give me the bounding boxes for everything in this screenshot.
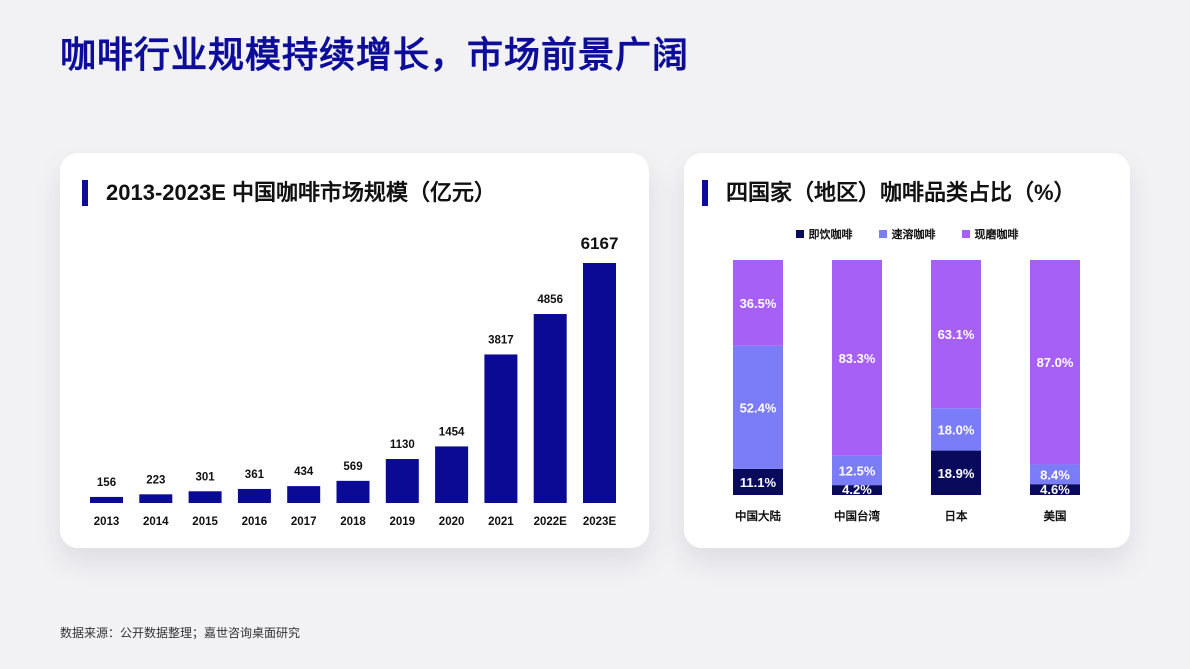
- segment-label-soluble-1: 52.4%: [740, 400, 777, 415]
- legend-swatch-fresh: [961, 230, 970, 238]
- x-tick-2014: 2014: [143, 516, 169, 528]
- bar-2014: [139, 494, 173, 503]
- x-tick-2022E: 2022E: [534, 516, 568, 528]
- segment-label-instant-4: 4.6%: [1040, 482, 1070, 497]
- bar-2017: [287, 486, 321, 503]
- segment-instant-4: [1030, 484, 1080, 495]
- segment-soluble-4: [1030, 464, 1080, 485]
- x-tick-2018: 2018: [340, 516, 366, 528]
- bar-2023E: [583, 263, 616, 503]
- x-tick-region-2: 中国台湾: [834, 509, 880, 523]
- value-label-2021: 3817: [488, 334, 514, 346]
- x-tick-region-4: 美国: [1044, 509, 1067, 523]
- legend-item-soluble: 速溶咖啡: [878, 226, 936, 242]
- segment-label-soluble-2: 12.5%: [839, 463, 876, 478]
- legend-label-instant: 即饮咖啡: [808, 229, 853, 241]
- x-tick-2013: 2013: [94, 516, 120, 528]
- market-size-chart-title: 2013-2023E 中国咖啡市场规模（亿元）: [82, 180, 496, 206]
- market-size-card: 2013-2023E 中国咖啡市场规模（亿元） 156 2013 223 2014 30…: [60, 153, 649, 548]
- bar-2019: [385, 459, 419, 503]
- value-label-2023E: 6167: [581, 234, 619, 253]
- value-label-2020: 1454: [439, 426, 465, 438]
- x-tick-2019: 2019: [390, 516, 416, 528]
- segment-label-instant-3: 18.9%: [938, 466, 975, 481]
- data-source-note: 数据来源：公开数据整理；嘉世咨询桌面研究: [60, 626, 301, 640]
- legend-item-fresh: 现磨咖啡: [961, 226, 1019, 242]
- bar-2016: [237, 488, 271, 503]
- value-label-2015: 301: [196, 471, 216, 483]
- bar-2013: [90, 496, 123, 503]
- segment-fresh-4: [1030, 260, 1080, 465]
- value-label-2017: 434: [294, 466, 314, 478]
- value-label-2022E: 4856: [537, 294, 563, 306]
- category-share-card: 四国家（地区）咖啡品类占比（%） 即饮咖啡 速溶咖啡 现磨咖啡 11.1% 52.…: [684, 153, 1130, 548]
- segment-label-fresh-4: 87.0%: [1037, 355, 1074, 370]
- segment-soluble-3: [931, 408, 981, 451]
- market-size-bar-chart: 156 2013 223 2014 301 2015 361 2016 434 2017 569 20…: [90, 234, 619, 528]
- legend-label-fresh: 现磨咖啡: [974, 229, 1019, 241]
- bar-2021: [484, 354, 518, 503]
- x-tick-2023E: 2023E: [583, 516, 617, 528]
- bar-2015: [188, 491, 222, 503]
- page-title: 咖啡行业规模持续增长，市场前景广阔: [60, 34, 690, 75]
- segment-instant-2: [832, 485, 882, 495]
- segment-soluble-1: [733, 345, 783, 469]
- bar-2020: [435, 446, 469, 503]
- segment-label-instant-2: 4.2%: [842, 482, 872, 497]
- x-tick-2020: 2020: [439, 516, 465, 528]
- segment-label-soluble-4: 8.4%: [1040, 467, 1070, 482]
- value-label-2018: 569: [343, 461, 362, 473]
- legend-label-soluble: 速溶咖啡: [891, 229, 936, 241]
- value-label-2019: 1130: [390, 439, 415, 451]
- bar-2018: [336, 480, 370, 503]
- x-tick-2016: 2016: [242, 516, 268, 528]
- x-tick-region-3: 日本: [945, 509, 968, 523]
- value-label-2013: 156: [97, 477, 116, 489]
- x-tick-region-1: 中国大陆: [735, 509, 781, 523]
- category-legend: 即饮咖啡 速溶咖啡 现磨咖啡: [684, 226, 1130, 242]
- x-tick-2017: 2017: [291, 516, 317, 528]
- category-share-chart-title: 四国家（地区）咖啡品类占比（%）: [702, 180, 1076, 206]
- segment-label-instant-1: 11.1%: [740, 475, 777, 490]
- segment-instant-3: [931, 450, 981, 495]
- segment-fresh-2: [832, 260, 882, 456]
- x-tick-2021: 2021: [488, 516, 514, 528]
- segment-label-fresh-2: 83.3%: [839, 351, 876, 366]
- segment-fresh-1: [733, 260, 783, 346]
- segment-label-fresh-1: 36.5%: [740, 296, 777, 311]
- legend-item-instant: 即饮咖啡: [795, 226, 853, 242]
- segment-label-soluble-3: 18.0%: [938, 422, 975, 437]
- value-label-2016: 361: [245, 469, 265, 481]
- value-label-2014: 223: [146, 474, 165, 486]
- segment-instant-1: [733, 468, 783, 495]
- bar-2022E: [533, 314, 567, 503]
- segment-label-fresh-3: 63.1%: [938, 327, 975, 342]
- legend-swatch-instant: [795, 230, 804, 238]
- category-stacked-bar-chart: 11.1% 52.4% 36.5% 中国大陆 4.2% 12.5% 83.3% 中国台湾 18.…: [733, 260, 1080, 523]
- segment-fresh-3: [931, 260, 981, 409]
- segment-soluble-2: [832, 455, 882, 486]
- x-tick-2015: 2015: [192, 516, 218, 528]
- legend-swatch-soluble: [878, 230, 887, 238]
